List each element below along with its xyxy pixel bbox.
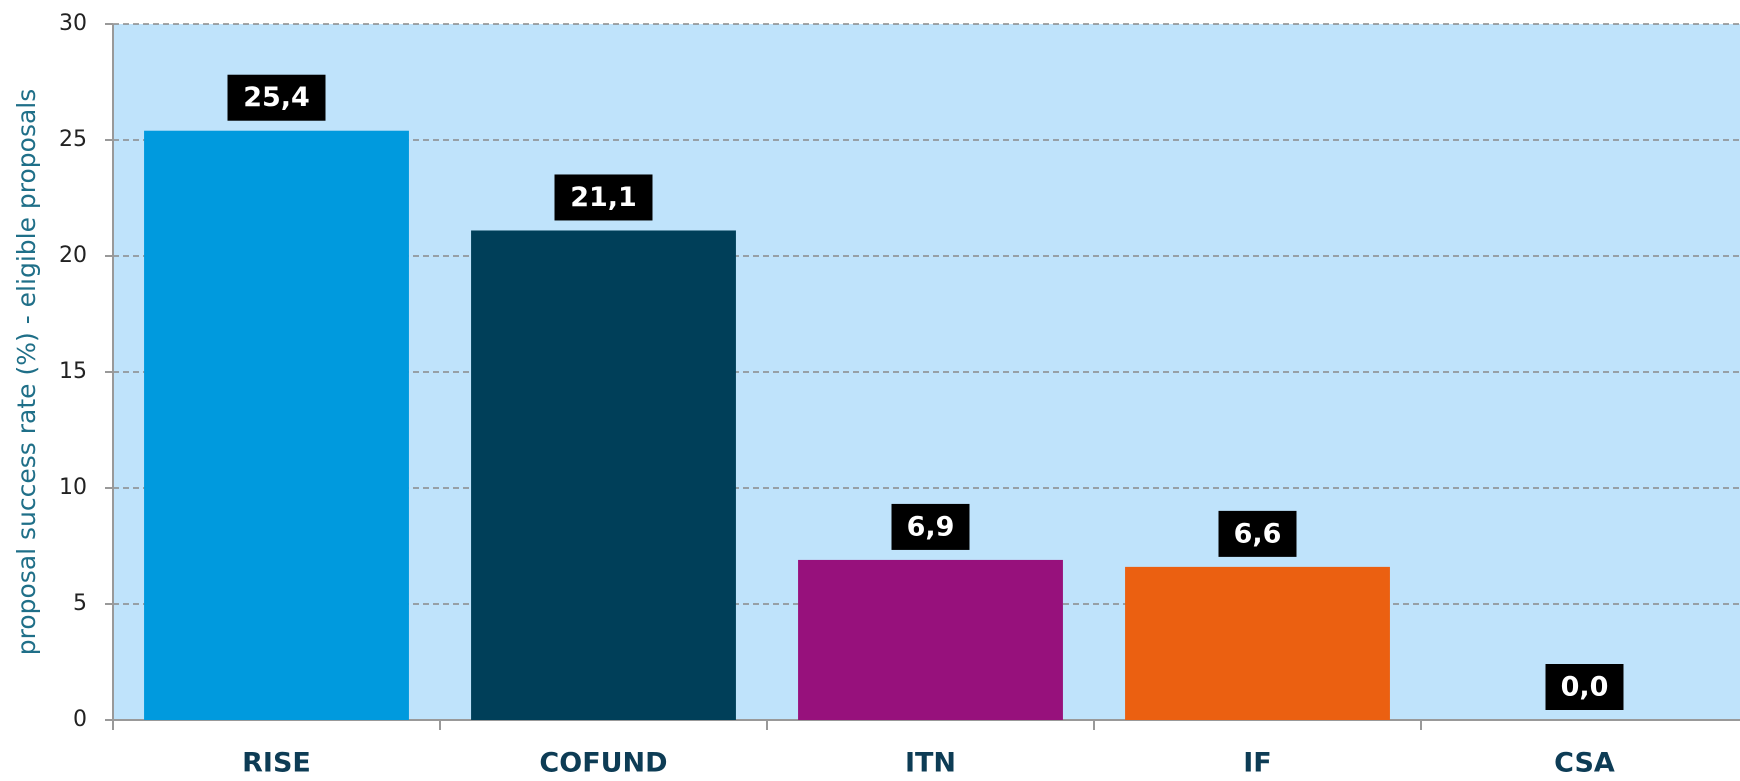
y-axis-title: proposal success rate (%) - eligible pro…	[12, 89, 41, 656]
y-tick-label: 5	[73, 591, 87, 616]
value-label-box	[1218, 510, 1297, 557]
bar	[144, 130, 409, 721]
bar	[1125, 566, 1390, 720]
y-tick-label: 10	[59, 475, 87, 500]
bar	[471, 230, 736, 721]
value-label: 0,0	[1561, 672, 1609, 703]
value-label: 25,4	[243, 82, 310, 113]
bar	[798, 559, 1063, 720]
value-label-box	[891, 503, 970, 550]
value-label-box	[554, 174, 653, 221]
value-label-box	[227, 74, 326, 121]
y-tick-label: 25	[59, 127, 87, 152]
y-tick-label: 30	[59, 11, 87, 36]
value-label: 6,9	[907, 511, 955, 542]
x-tick-label: IF	[1243, 748, 1272, 779]
value-label: 21,1	[570, 182, 637, 213]
x-tick-label: RISE	[242, 748, 311, 779]
x-tick-label: CSA	[1554, 748, 1615, 779]
y-tick-label: 20	[59, 243, 87, 268]
y-tick-label: 15	[59, 359, 87, 384]
y-tick-label: 0	[73, 707, 87, 732]
x-tick-label: ITN	[905, 748, 956, 779]
value-label: 6,6	[1234, 518, 1282, 549]
x-tick-label: COFUND	[539, 748, 667, 779]
value-label-box	[1545, 664, 1624, 710]
